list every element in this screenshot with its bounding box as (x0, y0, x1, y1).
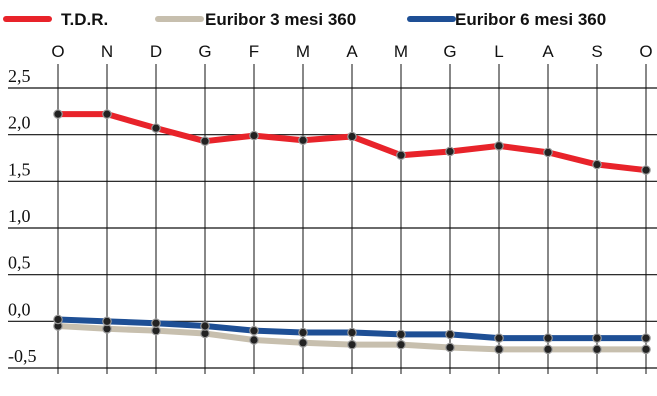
legend-label-3: Euribor 6 mesi 360 (455, 10, 606, 29)
data-point-series-1 (298, 135, 308, 146)
y-tick-label: 2,5 (8, 66, 31, 86)
x-tick-label: M (394, 42, 408, 61)
data-point-series-1 (151, 123, 161, 133)
data-point-series-3 (53, 314, 63, 325)
data-point-series-1 (53, 109, 63, 119)
data-point-series-1 (543, 147, 553, 158)
data-point-series-2 (396, 339, 406, 350)
y-tick-label: 1,0 (8, 206, 31, 226)
x-tick-label: G (198, 42, 211, 61)
x-tick-label: F (249, 42, 259, 61)
x-tick-label: D (150, 42, 162, 61)
data-point-series-3 (494, 333, 504, 343)
data-point-series-2 (494, 344, 504, 355)
x-tick-label: M (296, 42, 310, 61)
series-points (53, 109, 651, 355)
x-tick-label: N (101, 42, 113, 61)
data-point-series-3 (298, 327, 308, 338)
x-tick-label: G (443, 42, 456, 61)
data-point-series-3 (249, 325, 259, 336)
data-point-series-3 (641, 333, 651, 343)
data-point-series-2 (445, 342, 455, 353)
data-point-series-2 (249, 335, 259, 345)
data-point-series-2 (641, 344, 651, 355)
data-point-series-1 (494, 141, 504, 151)
data-point-series-3 (445, 329, 455, 340)
y-tick-label: 0,5 (8, 253, 31, 273)
data-point-series-2 (298, 337, 308, 348)
data-point-series-2 (543, 344, 553, 355)
data-point-series-3 (200, 321, 210, 331)
data-point-series-1 (200, 136, 210, 146)
x-tick-label: S (591, 42, 602, 61)
data-point-series-1 (347, 131, 357, 142)
data-point-series-3 (347, 327, 357, 338)
y-tick-label: 0,0 (8, 299, 31, 319)
y-tick-label: 2,0 (8, 113, 31, 133)
data-point-series-3 (151, 318, 161, 328)
data-point-series-1 (249, 130, 259, 141)
x-tick-label: O (51, 42, 64, 61)
data-point-series-1 (592, 159, 602, 170)
y-axis-labels: 2,5 2,0 1,5 1,0 0,5 0,0 -0,5 (8, 66, 37, 366)
legend: T.D.R. Euribor 3 mesi 360 Euribor 6 mesi 3… (3, 10, 606, 29)
data-point-series-3 (396, 329, 406, 340)
x-tick-label: A (542, 42, 554, 61)
data-point-series-1 (445, 146, 455, 157)
data-point-series-1 (641, 165, 651, 175)
y-tick-label: -0,5 (8, 346, 37, 366)
data-point-series-3 (102, 316, 112, 327)
x-tick-label: A (346, 42, 358, 61)
data-point-series-1 (102, 109, 112, 119)
data-point-series-1 (396, 150, 406, 160)
legend-label-2: Euribor 3 mesi 360 (205, 10, 356, 29)
data-point-series-3 (543, 333, 553, 343)
data-point-series-2 (347, 339, 357, 350)
data-point-series-3 (592, 333, 602, 343)
x-tick-label: L (494, 42, 503, 61)
data-point-series-2 (592, 344, 602, 355)
grid (8, 64, 657, 374)
y-tick-label: 1,5 (8, 159, 31, 179)
legend-label-1: T.D.R. (61, 10, 108, 29)
x-tick-label: O (639, 42, 652, 61)
